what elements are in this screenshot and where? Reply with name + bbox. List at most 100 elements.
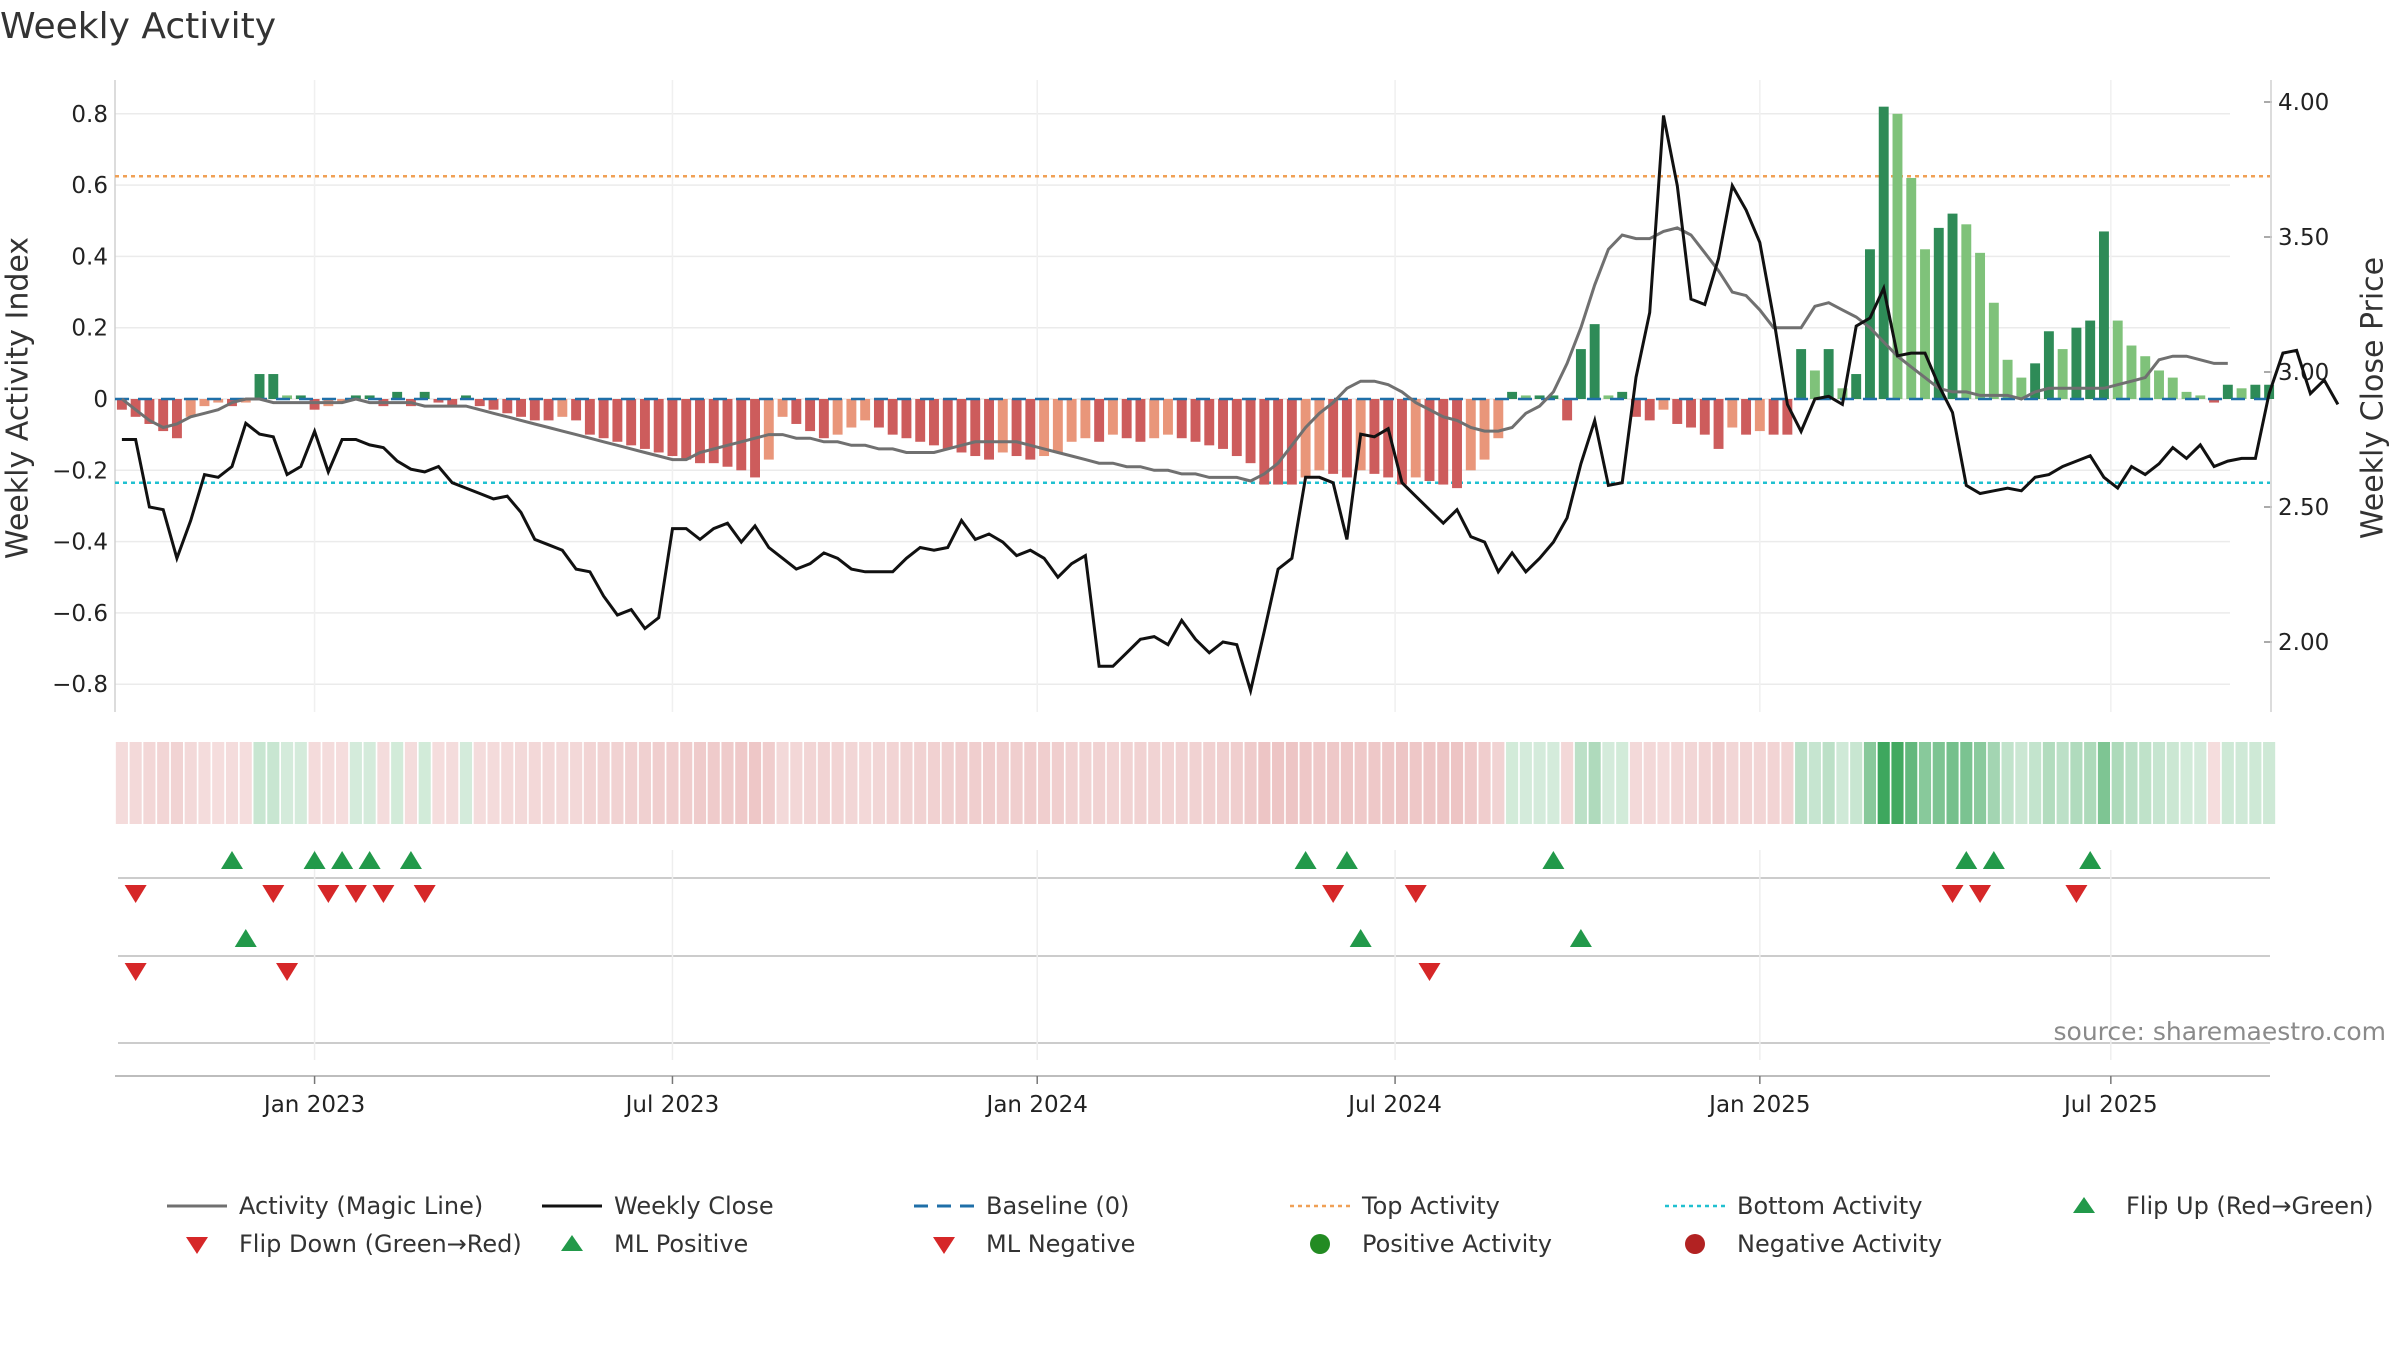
- activity-bar: [337, 399, 348, 403]
- activity-bar: [295, 395, 306, 399]
- heat-strip-cell: [625, 742, 638, 824]
- y-tick-label: −0.4: [52, 530, 108, 556]
- heat-strip-cell: [1960, 742, 1973, 824]
- heat-strip-cell: [322, 742, 335, 824]
- flip-up-marker: [358, 851, 381, 869]
- heat-strip-cell: [1313, 742, 1326, 824]
- y-tick-label: 0: [93, 387, 108, 413]
- activity-bar: [1149, 399, 1160, 439]
- heat-strip-cell: [721, 742, 734, 824]
- heat-strip-cell: [1643, 742, 1656, 824]
- heat-strip-cell: [2111, 742, 2124, 824]
- activity-bar: [1204, 399, 1215, 446]
- activity-bar: [1080, 399, 1091, 439]
- heat-strip-cell: [1987, 742, 2000, 824]
- activity-bar: [1713, 399, 1724, 449]
- heat-strip-cell: [1327, 742, 1340, 824]
- y2-tick-label: 2.50: [2278, 495, 2329, 521]
- heat-strip-cell: [404, 742, 417, 824]
- activity-bar: [240, 399, 251, 403]
- heat-strip-cell: [1106, 742, 1119, 824]
- y2-tick-label: 4.00: [2278, 90, 2329, 116]
- heat-strip-cell: [1726, 742, 1739, 824]
- heat-strip-cell: [638, 742, 651, 824]
- heat-strip-cell: [748, 742, 762, 824]
- flip-down-marker: [1941, 885, 1964, 903]
- heat-strip-cell: [1891, 742, 1904, 824]
- activity-bar: [488, 399, 499, 410]
- activity-bar: [997, 399, 1008, 453]
- heat-strip-cell: [377, 742, 390, 824]
- activity-bar: [557, 399, 568, 417]
- activity-bar: [474, 399, 485, 407]
- activity-bar: [1245, 399, 1256, 464]
- heat-strip-cell: [1024, 742, 1037, 824]
- y-tick-label: −0.2: [52, 458, 108, 484]
- heat-strip-cell: [501, 742, 514, 824]
- y-tick-label: 0.2: [71, 316, 108, 342]
- activity-bar: [2085, 320, 2096, 399]
- heat-strip-cell: [1051, 742, 1064, 824]
- activity-bar: [1507, 391, 1518, 399]
- heat-strip-cell: [294, 742, 307, 824]
- legend-label: ML Negative: [986, 1230, 1136, 1258]
- activity-bar: [942, 399, 953, 449]
- activity-bar: [1424, 399, 1435, 481]
- heat-strip-cell: [391, 742, 404, 824]
- heat-strip-cell: [2015, 742, 2028, 824]
- heat-strip-cell: [2029, 742, 2042, 824]
- activity-bar: [1575, 349, 1586, 399]
- heat-strip-cell: [1437, 742, 1450, 824]
- heat-strip-cell: [1216, 742, 1230, 824]
- legend-symbol-icon: [561, 1235, 583, 1251]
- flip-up-marker: [303, 851, 326, 869]
- x-tick-label: Jul 2023: [624, 1092, 720, 1118]
- legend-item-posact: Positive Activity: [1288, 1224, 1552, 1264]
- activity-bar: [2181, 391, 2192, 399]
- heat-strip-cell: [1561, 742, 1574, 824]
- heat-strip-cell: [1808, 742, 1821, 824]
- heat-strip-cell: [1079, 742, 1092, 824]
- activity-bar: [1176, 399, 1187, 439]
- heat-strip-cell: [2221, 742, 2234, 824]
- heat-strip-cell: [336, 742, 349, 824]
- activity-bar: [2154, 370, 2164, 399]
- heat-strip-cell: [1850, 742, 1863, 824]
- activity-bar: [722, 399, 733, 467]
- legend-item-mlneg: ML Negative: [912, 1224, 1135, 1264]
- activity-bar: [1809, 370, 1820, 399]
- activity-bar: [1851, 374, 1862, 399]
- heat-strip-cell: [941, 742, 954, 824]
- flip-up-marker: [1955, 851, 1978, 869]
- heat-strip-cell: [198, 742, 211, 824]
- heat-strip-cell: [2263, 742, 2276, 824]
- heat-strip-cell: [969, 742, 982, 824]
- heat-strip-cell: [556, 742, 569, 824]
- heat-strip-cell: [115, 742, 128, 824]
- heat-strip-cell: [253, 742, 266, 824]
- activity-bar: [1465, 399, 1476, 471]
- heat-strip-cell: [996, 742, 1009, 824]
- activity-bar: [1025, 399, 1036, 460]
- heat-strip-cell: [1740, 742, 1753, 824]
- heat-strip-cell: [1712, 742, 1725, 824]
- activity-bar: [2098, 231, 2109, 399]
- activity-bar: [1672, 399, 1683, 424]
- heat-strip-cell: [1409, 742, 1422, 824]
- heat-strip-cell: [363, 742, 376, 824]
- heat-strip-cell: [707, 742, 720, 824]
- legend-label: Baseline (0): [986, 1192, 1130, 1220]
- heat-strip-cell: [308, 742, 321, 824]
- heat-strip-cell: [611, 742, 624, 824]
- legend-symbol-icon: [914, 1204, 974, 1208]
- heat-strip-cell: [1974, 742, 1987, 824]
- legend-symbol-icon: [167, 1204, 227, 1208]
- legend-label: Flip Down (Green→Red): [239, 1230, 522, 1258]
- legend-item-baseline: Baseline (0): [912, 1186, 1129, 1226]
- activity-bar: [144, 399, 155, 424]
- heat-strip-cell: [1340, 742, 1353, 824]
- heat-strip-cell: [2056, 742, 2069, 824]
- heat-strip-cell: [170, 742, 183, 824]
- ml-negative-marker: [1418, 963, 1441, 981]
- activity-bar: [763, 399, 774, 460]
